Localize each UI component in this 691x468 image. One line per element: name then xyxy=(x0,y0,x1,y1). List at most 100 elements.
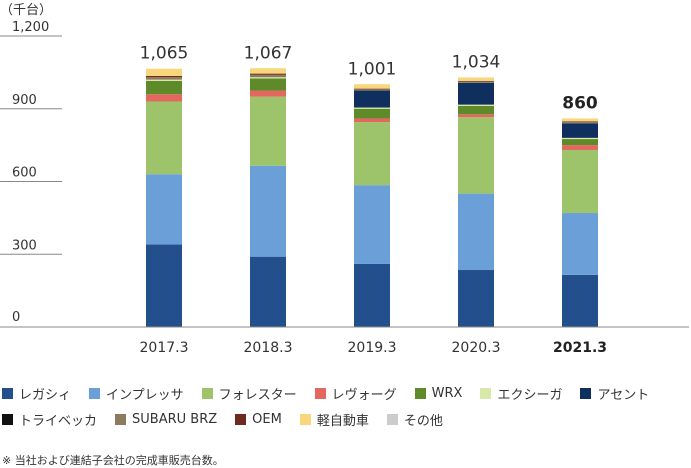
legend-label: OEM xyxy=(252,411,282,427)
bar-segment xyxy=(562,149,598,214)
bar-segment xyxy=(354,118,390,123)
bar-segment xyxy=(458,114,494,118)
bar-segment xyxy=(354,122,390,186)
bar-segment xyxy=(458,117,494,194)
legend-label: レヴォーグ xyxy=(331,387,397,403)
legend-row: レガシィ インプレッサ フォレスター レヴォーグ WRX エクシーガ アセント xyxy=(2,380,682,406)
legend-item: フォレスター xyxy=(201,384,297,403)
bar-segment xyxy=(562,274,598,327)
legend-label: インプレッサ xyxy=(106,387,184,403)
y-tick-label: 300 xyxy=(12,238,37,253)
y-tick-label: 0 xyxy=(12,310,20,325)
legend-swatch xyxy=(2,387,13,399)
bar-segment xyxy=(458,77,494,81)
bar-segment xyxy=(458,82,494,105)
legend-label: その他 xyxy=(403,413,443,429)
bar-segment xyxy=(250,78,286,91)
legend-label: 軽自動車 xyxy=(316,413,369,429)
legend-item: インプレッサ xyxy=(89,384,184,403)
bar-segment xyxy=(146,101,182,175)
bar-segment xyxy=(458,105,494,115)
bar-segment xyxy=(562,139,598,146)
bar-segment xyxy=(250,73,286,75)
legend-swatch xyxy=(2,413,13,425)
legend-label: レガシィ xyxy=(19,387,72,403)
legend-item: レガシィ xyxy=(2,384,71,403)
legend-label: トライベッカ xyxy=(19,413,98,429)
y-tick-label: 1,200 xyxy=(12,20,49,35)
legend-label: アセント xyxy=(597,387,650,403)
bar-segment xyxy=(458,193,494,271)
bar-segment xyxy=(354,90,390,108)
x-tick-label: 2018.3 xyxy=(244,340,293,356)
legend-swatch xyxy=(235,413,247,425)
bar-segment xyxy=(562,118,598,122)
bar-segment xyxy=(562,145,598,150)
legend-swatch xyxy=(115,413,127,425)
legend-item: トライベッカ xyxy=(2,410,97,429)
legend-item: SUBARU BRZ xyxy=(115,412,217,427)
bar-segment xyxy=(250,165,286,257)
x-tick-label: 2021.3 xyxy=(553,340,607,356)
bar-segment xyxy=(146,244,182,327)
legend-swatch xyxy=(314,387,326,399)
legend-item: その他 xyxy=(386,410,443,429)
bar-segment xyxy=(146,77,182,80)
bar-segment xyxy=(250,96,286,166)
bar-segment xyxy=(146,79,182,81)
footnote: ※ 当社および連結子会社の完成車販売台数。 xyxy=(2,454,224,467)
x-tick-label: 2019.3 xyxy=(348,340,397,356)
legend-item: OEM xyxy=(235,412,282,427)
bar-segment xyxy=(250,74,286,78)
bar-total-label: 1,001 xyxy=(348,59,397,79)
legend-item: レヴォーグ xyxy=(314,384,397,403)
bar-segment xyxy=(562,137,598,140)
bar-segment xyxy=(354,263,390,327)
y-axis-unit-label: （千台） xyxy=(0,3,52,18)
bar-segment xyxy=(354,84,390,89)
y-axis-ticks: 1,200 900 600 300 0 xyxy=(12,20,49,325)
bar-segment xyxy=(250,90,286,97)
legend-swatch xyxy=(299,413,311,425)
legend-swatch xyxy=(89,387,101,399)
bar-segment xyxy=(354,107,390,109)
bar-segment xyxy=(458,104,494,106)
bar-segment xyxy=(458,80,494,82)
bar-segment xyxy=(562,123,598,138)
gridlines xyxy=(0,35,62,255)
legend-item: アセント xyxy=(580,384,649,403)
bar-total-label: 1,034 xyxy=(452,52,501,72)
legend-item: 軽自動車 xyxy=(299,410,369,429)
legend-label: SUBARU BRZ xyxy=(132,411,218,427)
bar-segment xyxy=(250,77,286,79)
bar-segment xyxy=(146,80,182,95)
bar-segment xyxy=(250,256,286,327)
legend-row: トライベッカ SUBARU BRZ OEM 軽自動車 その他 xyxy=(2,406,682,432)
x-tick-label: 2017.3 xyxy=(140,340,189,356)
bar-segment xyxy=(562,122,598,124)
bar-segment xyxy=(354,89,390,91)
legend-label: エクシーガ xyxy=(497,387,563,403)
bar-totals: 1,065 1,067 1,001 1,034 860 xyxy=(140,43,598,113)
bar-segment xyxy=(562,213,598,275)
bar-segment xyxy=(146,68,182,77)
legend-swatch xyxy=(480,387,492,399)
stacked-bar-chart: 1,200 900 600 300 0 （千台） 1,065 1,067 1,001 1,03… xyxy=(0,3,689,356)
x-axis-labels: 2017.3 2018.3 2019.3 2020.3 2021.3 xyxy=(140,340,608,356)
x-tick-label: 2020.3 xyxy=(452,340,501,356)
bar-segment xyxy=(354,108,390,119)
legend-label: フォレスター xyxy=(218,387,297,403)
legend-swatch xyxy=(414,387,426,399)
y-tick-label: 600 xyxy=(12,166,37,181)
legend-label: WRX xyxy=(431,385,463,401)
legend-item: WRX xyxy=(414,385,463,401)
bar-segment xyxy=(146,174,182,245)
bar-total-label: 860 xyxy=(562,93,598,113)
bar-segment xyxy=(354,88,390,90)
bar-segment xyxy=(562,121,598,123)
legend: レガシィ インプレッサ フォレスター レヴォーグ WRX エクシーガ アセント トライベッカ… xyxy=(2,380,682,432)
legend-item: エクシーガ xyxy=(480,384,562,403)
bar-total-label: 1,067 xyxy=(244,43,293,63)
bar-segment xyxy=(146,76,182,78)
bar-segment xyxy=(354,185,390,264)
